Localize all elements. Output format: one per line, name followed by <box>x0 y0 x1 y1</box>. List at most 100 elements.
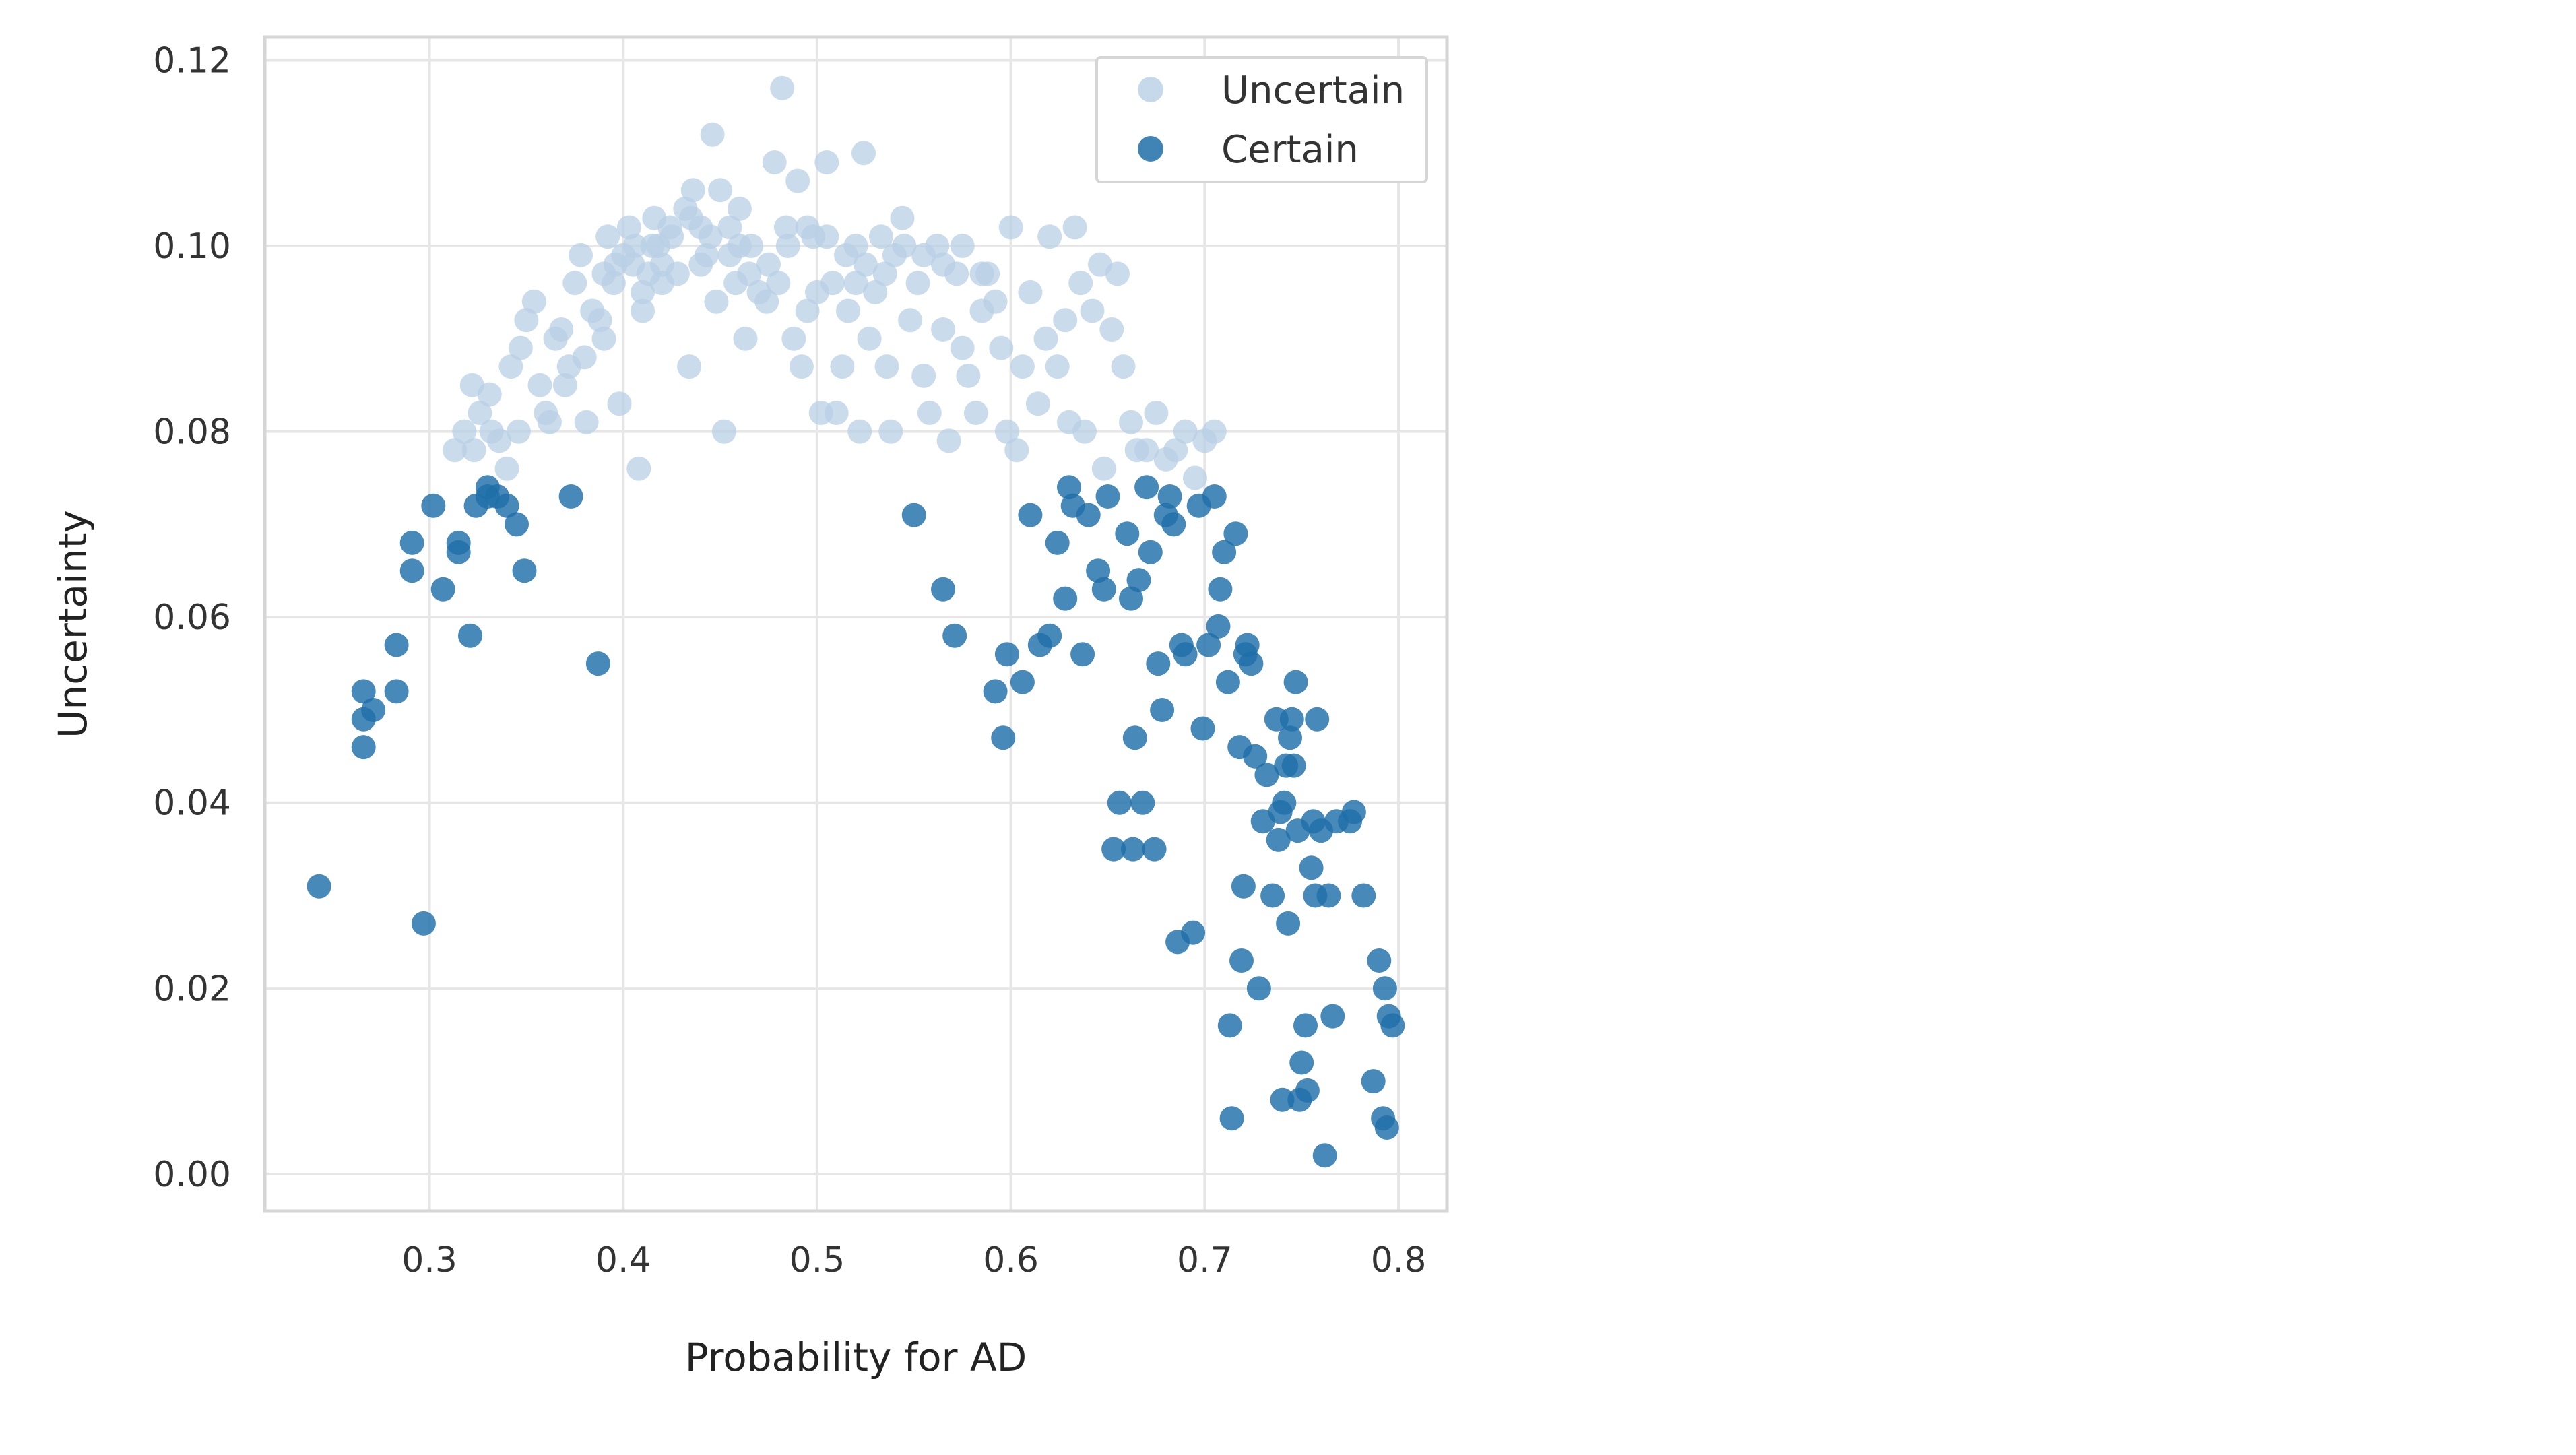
point-uncertain <box>1173 419 1198 444</box>
point-certain <box>1208 577 1233 602</box>
x-tick-label: 0.4 <box>595 1240 651 1281</box>
y-tick-label: 0.04 <box>153 783 231 824</box>
point-uncertain <box>1111 354 1136 379</box>
point-uncertain <box>843 271 868 296</box>
point-certain <box>901 503 926 527</box>
point-certain <box>1091 577 1116 602</box>
point-uncertain <box>494 456 519 481</box>
point-certain <box>1316 883 1341 908</box>
point-certain <box>1295 1078 1320 1103</box>
point-uncertain <box>677 354 702 379</box>
point-uncertain <box>574 410 599 434</box>
point-certain <box>1115 521 1140 546</box>
point-uncertain <box>969 261 994 286</box>
point-uncertain <box>890 205 915 230</box>
y-tick-label: 0.08 <box>153 412 231 453</box>
point-uncertain <box>1072 419 1097 444</box>
y-tick-label: 0.00 <box>153 1155 231 1195</box>
point-uncertain <box>998 215 1023 240</box>
point-uncertain <box>1037 224 1062 249</box>
point-uncertain <box>537 410 562 434</box>
point-certain <box>1341 800 1366 825</box>
point-uncertain <box>795 298 820 323</box>
point-certain <box>1246 976 1271 1001</box>
point-uncertain <box>704 289 729 314</box>
legend-marker-certain <box>1138 136 1163 162</box>
point-uncertain <box>631 280 655 304</box>
x-axis-label: Probability for AD <box>685 1334 1027 1380</box>
point-uncertain <box>727 196 752 221</box>
point-uncertain <box>872 261 897 286</box>
point-uncertain <box>552 373 577 397</box>
point-uncertain <box>1068 271 1093 296</box>
point-certain <box>1095 484 1120 509</box>
point-certain <box>931 577 955 602</box>
point-uncertain <box>863 280 888 304</box>
point-certain <box>558 484 583 509</box>
point-uncertain <box>591 326 616 351</box>
point-uncertain <box>1119 410 1143 434</box>
tick-labels: 0.3 0.4 0.5 0.6 0.7 0.8 0.00 0.02 0.04 0.06 0.08 0.… <box>153 40 1426 1281</box>
point-uncertain <box>587 308 612 333</box>
point-certain <box>991 725 1016 750</box>
point-uncertain <box>698 224 723 249</box>
point-certain <box>1150 698 1175 722</box>
point-certain <box>1274 753 1299 778</box>
point-certain <box>411 911 436 936</box>
point-uncertain <box>640 234 665 258</box>
point-certain <box>1157 484 1182 509</box>
point-uncertain <box>963 401 988 425</box>
point-certain <box>1239 651 1264 676</box>
point-certain <box>1289 1050 1314 1075</box>
point-uncertain <box>727 234 752 258</box>
point-uncertain <box>521 289 546 314</box>
point-uncertain <box>468 401 492 425</box>
point-uncertain <box>607 391 632 416</box>
point-certain <box>1120 837 1145 862</box>
point-uncertain <box>853 252 878 277</box>
point-uncertain <box>549 317 574 342</box>
y-axis-label: Uncertainty <box>50 510 96 738</box>
point-uncertain <box>830 354 855 379</box>
point-certain <box>1126 568 1151 593</box>
point-uncertain <box>1018 280 1043 304</box>
point-certain <box>1361 1069 1386 1094</box>
point-uncertain <box>789 354 814 379</box>
point-certain <box>1276 911 1301 936</box>
point-certain <box>1301 809 1326 834</box>
x-tick-label: 0.8 <box>1371 1240 1427 1281</box>
point-certain <box>1254 763 1279 787</box>
point-uncertain <box>733 326 758 351</box>
point-uncertain <box>983 289 1008 314</box>
point-uncertain <box>506 419 531 444</box>
point-certain <box>994 642 1019 667</box>
point-certain <box>1278 725 1302 750</box>
point-uncertain <box>498 354 523 379</box>
point-uncertain <box>508 335 533 360</box>
point-uncertain <box>754 289 779 314</box>
point-certain <box>1134 475 1159 500</box>
point-uncertain <box>931 317 955 342</box>
point-uncertain <box>762 150 787 174</box>
point-certain <box>942 623 967 648</box>
point-uncertain <box>562 271 587 296</box>
point-uncertain <box>1163 438 1188 463</box>
point-uncertain <box>1091 456 1116 481</box>
point-uncertain <box>616 215 641 240</box>
point-uncertain <box>514 308 539 333</box>
point-certain <box>1119 586 1143 611</box>
point-certain <box>1243 744 1268 769</box>
point-uncertain <box>756 252 781 277</box>
point-certain <box>1196 633 1221 657</box>
point-uncertain <box>814 224 839 249</box>
point-certain <box>351 679 376 704</box>
point-uncertain <box>601 271 626 296</box>
point-certain <box>1223 521 1248 546</box>
x-tick-label: 0.3 <box>401 1240 457 1281</box>
point-certain <box>494 493 519 518</box>
point-certain <box>1299 855 1324 880</box>
point-uncertain <box>622 234 647 258</box>
point-uncertain <box>1080 298 1105 323</box>
point-uncertain <box>679 205 703 230</box>
